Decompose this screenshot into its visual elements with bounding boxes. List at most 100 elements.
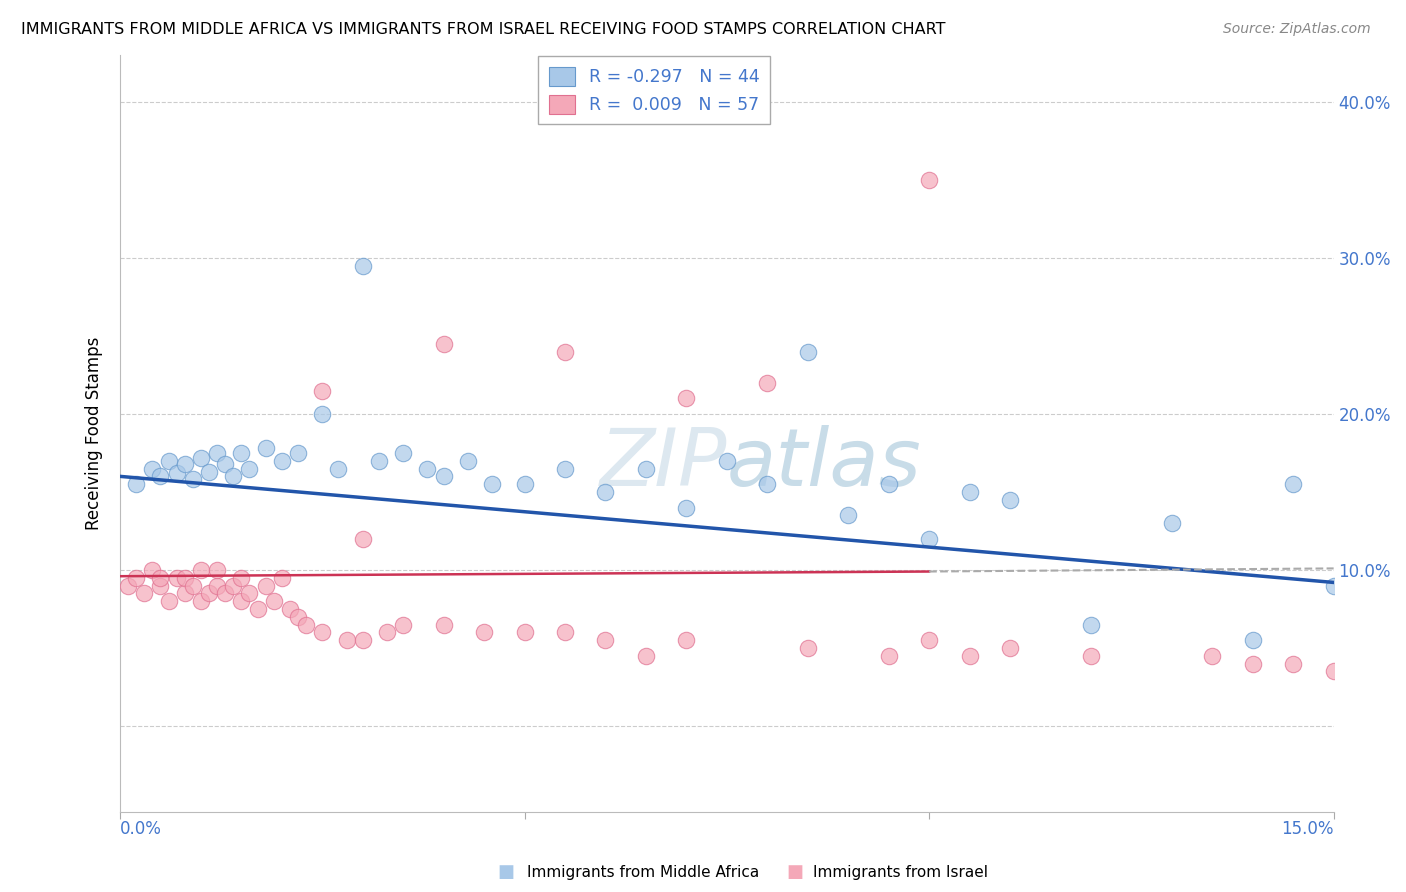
Point xyxy=(328,461,350,475)
Point xyxy=(166,571,188,585)
Point xyxy=(181,578,204,592)
Point xyxy=(352,532,374,546)
Point xyxy=(149,469,172,483)
Point xyxy=(675,392,697,406)
Point xyxy=(190,450,212,465)
Text: atlas: atlas xyxy=(727,425,921,503)
Point xyxy=(756,477,779,491)
Point xyxy=(238,586,260,600)
Point xyxy=(675,500,697,515)
Point xyxy=(1080,648,1102,663)
Point xyxy=(998,640,1021,655)
Point xyxy=(141,461,163,475)
Legend: R = -0.297   N = 44, R =  0.009   N = 57: R = -0.297 N = 44, R = 0.009 N = 57 xyxy=(538,56,769,124)
Text: Immigrants from Middle Africa: Immigrants from Middle Africa xyxy=(527,865,759,880)
Point xyxy=(756,376,779,390)
Point xyxy=(877,477,900,491)
Text: 15.0%: 15.0% xyxy=(1281,820,1334,838)
Point xyxy=(675,633,697,648)
Point xyxy=(1323,665,1346,679)
Point xyxy=(433,469,456,483)
Point xyxy=(231,446,253,460)
Point xyxy=(231,571,253,585)
Point xyxy=(554,344,576,359)
Text: ■: ■ xyxy=(786,863,803,881)
Point xyxy=(205,563,228,577)
Text: IMMIGRANTS FROM MIDDLE AFRICA VS IMMIGRANTS FROM ISRAEL RECEIVING FOOD STAMPS CO: IMMIGRANTS FROM MIDDLE AFRICA VS IMMIGRA… xyxy=(21,22,946,37)
Point xyxy=(796,344,818,359)
Point xyxy=(263,594,285,608)
Point xyxy=(181,473,204,487)
Point xyxy=(352,633,374,648)
Point xyxy=(149,571,172,585)
Point xyxy=(270,454,292,468)
Point xyxy=(311,407,333,421)
Point xyxy=(254,442,277,456)
Point xyxy=(214,586,236,600)
Point xyxy=(190,563,212,577)
Point xyxy=(1080,617,1102,632)
Point xyxy=(125,571,148,585)
Point xyxy=(1160,516,1182,531)
Point xyxy=(554,625,576,640)
Point xyxy=(595,485,617,500)
Point xyxy=(173,571,195,585)
Point xyxy=(134,586,156,600)
Point xyxy=(513,625,536,640)
Point xyxy=(352,259,374,273)
Point xyxy=(141,563,163,577)
Point xyxy=(481,477,503,491)
Point xyxy=(246,602,269,616)
Point xyxy=(190,594,212,608)
Point xyxy=(513,477,536,491)
Point xyxy=(554,461,576,475)
Point xyxy=(254,578,277,592)
Point xyxy=(392,446,415,460)
Point xyxy=(287,446,309,460)
Point xyxy=(157,594,180,608)
Point xyxy=(837,508,859,523)
Point xyxy=(796,640,818,655)
Point xyxy=(311,625,333,640)
Point xyxy=(959,485,981,500)
Point xyxy=(877,648,900,663)
Point xyxy=(149,578,172,592)
Point xyxy=(367,454,389,468)
Point xyxy=(472,625,495,640)
Point xyxy=(433,617,456,632)
Point xyxy=(457,454,479,468)
Point xyxy=(375,625,398,640)
Point xyxy=(634,461,657,475)
Point xyxy=(287,609,309,624)
Point xyxy=(157,454,180,468)
Point xyxy=(998,492,1021,507)
Point xyxy=(716,454,738,468)
Point xyxy=(173,586,195,600)
Point xyxy=(1282,657,1305,671)
Point xyxy=(214,457,236,471)
Text: Source: ZipAtlas.com: Source: ZipAtlas.com xyxy=(1223,22,1371,37)
Point xyxy=(125,477,148,491)
Point xyxy=(311,384,333,398)
Text: 0.0%: 0.0% xyxy=(120,820,162,838)
Point xyxy=(222,578,245,592)
Point xyxy=(433,336,456,351)
Point xyxy=(1282,477,1305,491)
Point xyxy=(278,602,301,616)
Point xyxy=(117,578,139,592)
Y-axis label: Receiving Food Stamps: Receiving Food Stamps xyxy=(86,337,103,530)
Point xyxy=(295,617,318,632)
Point xyxy=(335,633,357,648)
Point xyxy=(959,648,981,663)
Point xyxy=(166,467,188,481)
Text: Immigrants from Israel: Immigrants from Israel xyxy=(813,865,987,880)
Point xyxy=(198,586,221,600)
Point xyxy=(595,633,617,648)
Point xyxy=(918,532,941,546)
Point xyxy=(1201,648,1223,663)
Point xyxy=(1323,578,1346,592)
Point xyxy=(270,571,292,585)
Point xyxy=(222,469,245,483)
Point xyxy=(1241,633,1264,648)
Point xyxy=(416,461,439,475)
